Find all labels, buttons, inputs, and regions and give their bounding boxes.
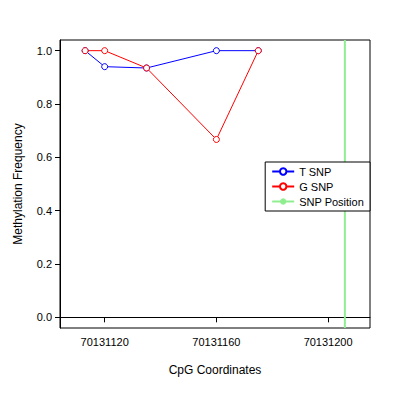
svg-text:0.0: 0.0 [37, 311, 52, 323]
svg-text:70131200: 70131200 [304, 336, 353, 348]
svg-text:Methylation Frequency: Methylation Frequency [11, 123, 25, 244]
svg-text:SNP Position: SNP Position [299, 196, 364, 208]
svg-text:0.8: 0.8 [37, 98, 52, 110]
svg-text:1.0: 1.0 [37, 45, 52, 57]
svg-text:70131160: 70131160 [192, 336, 240, 348]
svg-text:70131120: 70131120 [81, 336, 129, 348]
svg-text:0.2: 0.2 [37, 258, 52, 270]
svg-text:0.4: 0.4 [37, 205, 52, 217]
svg-text:G SNP: G SNP [299, 181, 333, 193]
svg-text:CpG Coordinates: CpG Coordinates [169, 363, 262, 377]
svg-text:0.6: 0.6 [37, 151, 52, 163]
svg-text:T SNP: T SNP [299, 166, 331, 178]
